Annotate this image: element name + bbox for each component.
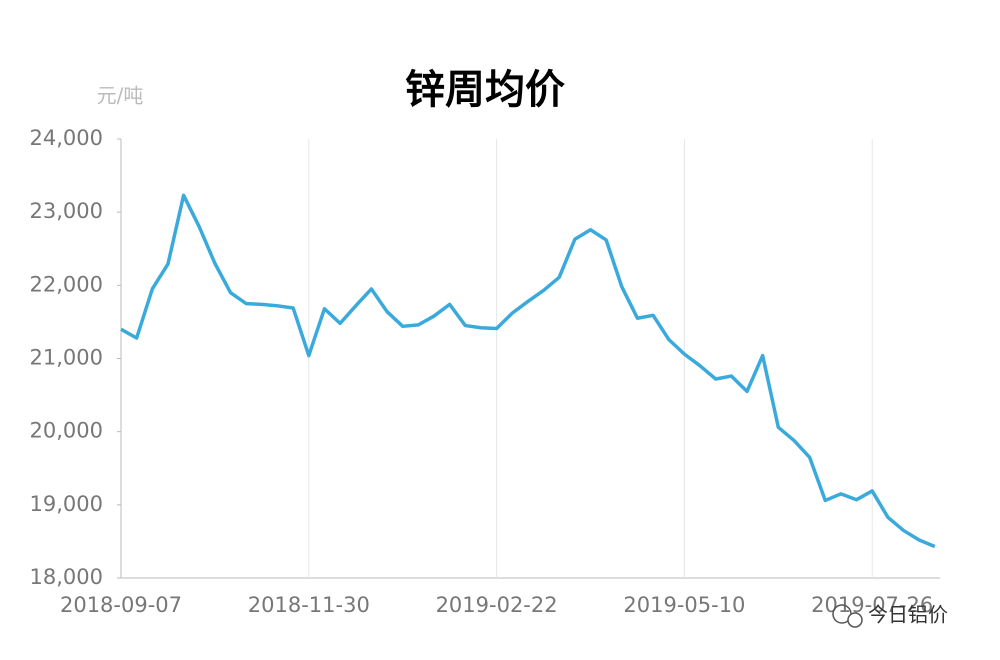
x-tick-label: 2019-07-26 [811,593,933,617]
x-tick-label: 2019-05-10 [623,593,745,617]
x-tick-label: 2018-09-07 [60,593,182,617]
y-tick-label: 20,000 [30,419,103,443]
x-tick-label: 2018-11-30 [248,593,370,617]
y-tick-label: 24,000 [30,126,103,150]
y-tick-label: 18,000 [30,565,103,589]
watermark: 今日铝价 [832,603,948,628]
y-unit: 元/吨 [97,84,144,108]
y-tick-label: 19,000 [30,492,103,516]
line [120,193,936,549]
y-tick-label: 23,000 [30,199,103,223]
watermark-icon [847,612,863,628]
watermark-text: 今日铝价 [868,603,948,627]
chart-title: 锌周均价 [405,67,565,113]
y-tick-label: 22,000 [30,272,103,296]
x-tick-label: 2019-02-22 [436,593,558,617]
y-tick-label: 21,000 [30,346,103,370]
